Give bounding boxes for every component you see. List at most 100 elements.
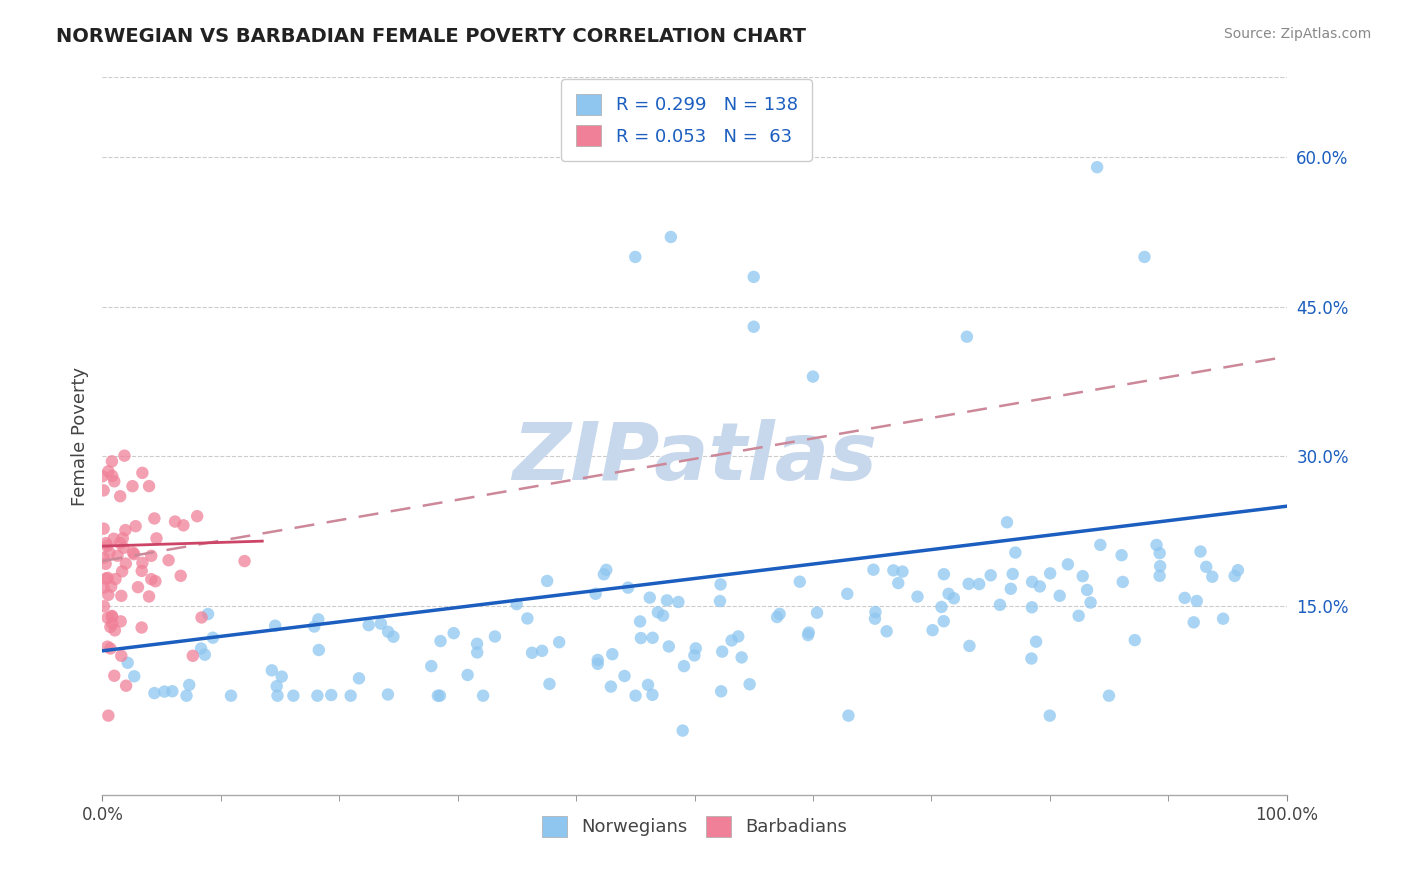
Point — [1039, 566, 1062, 581]
Point — [122, 669, 145, 683]
Point — [711, 644, 734, 658]
Point — [865, 605, 887, 619]
Point — [1021, 600, 1043, 615]
Point — [176, 689, 198, 703]
Point — [1182, 615, 1205, 630]
Point — [170, 569, 193, 583]
Point — [266, 679, 288, 693]
Point — [641, 631, 664, 645]
Point — [107, 549, 129, 563]
Point — [921, 623, 943, 637]
Point — [659, 230, 682, 244]
Point — [720, 633, 742, 648]
Point — [100, 641, 122, 656]
Point — [891, 565, 914, 579]
Point — [104, 624, 127, 638]
Point — [270, 670, 292, 684]
Point — [1071, 569, 1094, 583]
Point — [586, 657, 609, 671]
Point — [1000, 582, 1022, 596]
Point — [628, 615, 651, 629]
Point — [1067, 608, 1090, 623]
Point — [995, 516, 1018, 530]
Point — [370, 616, 392, 631]
Point — [145, 532, 167, 546]
Text: NORWEGIAN VS BARBADIAN FEMALE POVERTY CORRELATION CHART: NORWEGIAN VS BARBADIAN FEMALE POVERTY CO… — [56, 27, 806, 45]
Point — [143, 686, 166, 700]
Point — [124, 519, 146, 533]
Point — [94, 572, 117, 586]
Point — [520, 646, 543, 660]
Point — [942, 591, 965, 606]
Point — [1174, 591, 1197, 605]
Point — [624, 689, 647, 703]
Point — [382, 630, 405, 644]
Point — [1146, 538, 1168, 552]
Point — [1201, 570, 1223, 584]
Point — [429, 689, 451, 703]
Point — [837, 587, 859, 601]
Point — [1004, 545, 1026, 559]
Point — [647, 605, 669, 619]
Point — [617, 581, 640, 595]
Point — [1057, 558, 1080, 572]
Point — [630, 631, 652, 645]
Point — [641, 688, 664, 702]
Point — [727, 629, 749, 643]
Point — [956, 329, 979, 343]
Point — [93, 550, 115, 565]
Point — [110, 615, 132, 629]
Point — [283, 689, 305, 703]
Point — [613, 669, 636, 683]
Point — [516, 611, 538, 625]
Point — [1039, 708, 1062, 723]
Point — [347, 671, 370, 685]
Point — [201, 631, 224, 645]
Point — [1021, 651, 1043, 665]
Point — [882, 563, 904, 577]
Point — [186, 509, 208, 524]
Point — [602, 647, 624, 661]
Point — [127, 580, 149, 594]
Point — [1189, 544, 1212, 558]
Point — [1123, 633, 1146, 648]
Point — [1149, 559, 1171, 574]
Point — [1212, 612, 1234, 626]
Point — [672, 659, 695, 673]
Point — [738, 677, 761, 691]
Point — [668, 595, 690, 609]
Point — [339, 689, 361, 703]
Point — [321, 688, 343, 702]
Point — [1149, 569, 1171, 583]
Y-axis label: Female Poverty: Female Poverty — [72, 367, 89, 506]
Point — [1025, 634, 1047, 648]
Point — [1090, 538, 1112, 552]
Point — [742, 319, 765, 334]
Point — [683, 648, 706, 663]
Point — [443, 626, 465, 640]
Point — [103, 669, 125, 683]
Point — [101, 609, 124, 624]
Point — [307, 612, 329, 626]
Point — [101, 454, 124, 468]
Point — [1149, 546, 1171, 560]
Point — [194, 648, 217, 662]
Point — [97, 571, 120, 585]
Point — [457, 668, 479, 682]
Point — [121, 479, 143, 493]
Point — [655, 593, 678, 607]
Point — [1185, 594, 1208, 608]
Point — [91, 469, 114, 483]
Point — [932, 614, 955, 628]
Point — [1076, 582, 1098, 597]
Point — [862, 563, 884, 577]
Point — [967, 577, 990, 591]
Point — [97, 708, 120, 723]
Point — [112, 449, 135, 463]
Point — [709, 594, 731, 608]
Point — [959, 639, 981, 653]
Point — [638, 591, 661, 605]
Point — [143, 511, 166, 525]
Point — [1080, 596, 1102, 610]
Point — [131, 556, 153, 570]
